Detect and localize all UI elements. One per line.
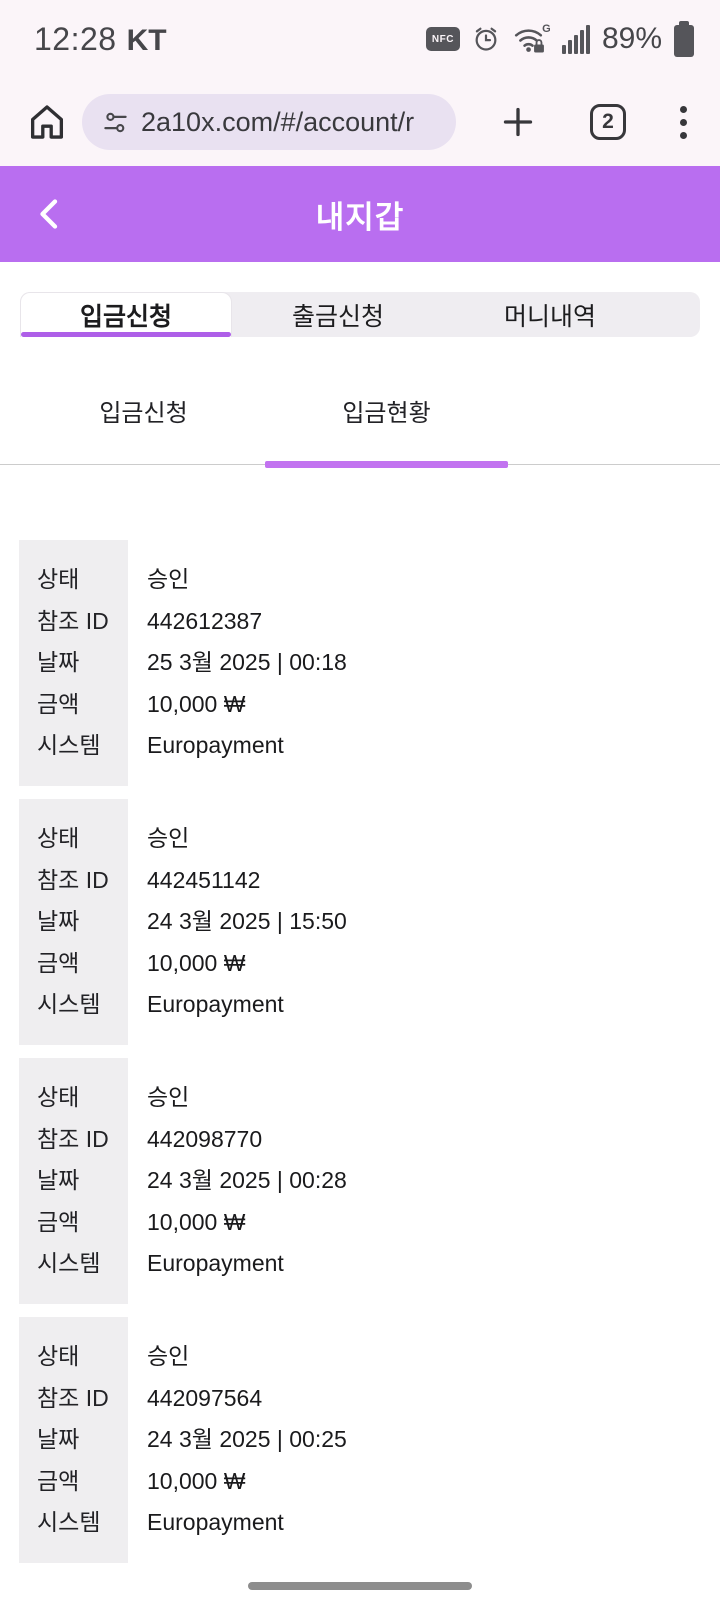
- field-label-amount: 금액: [37, 690, 80, 717]
- tab-money-history[interactable]: 머니내역: [503, 302, 596, 331]
- field-label-system: 시스템: [37, 1509, 101, 1536]
- field-label-reference: 참조 ID: [37, 1384, 109, 1411]
- status-left: 12:28 KT: [34, 21, 167, 58]
- battery-percent-label: 89%: [601, 22, 662, 55]
- url-bar[interactable]: 2a10x.com/#/account/r: [82, 94, 456, 150]
- value-system: Europayment: [147, 1250, 284, 1277]
- transaction-list: 상태 참조 ID 날짜 금액 시스템 승인 442612387 25 3월 20…: [0, 540, 720, 1563]
- value-amount: 10,000 ₩: [147, 1208, 246, 1235]
- card-value-column: 승인 442098770 24 3월 2025 | 00:28 10,000 ₩…: [128, 1058, 347, 1304]
- status-right: NFC G 89%: [425, 21, 694, 57]
- subtab-deposit-request[interactable]: 입금신청: [99, 400, 188, 427]
- card-value-column: 승인 442451142 24 3월 2025 | 15:50 10,000 ₩…: [128, 799, 347, 1045]
- transaction-card: 상태 참조 ID 날짜 금액 시스템 승인 442612387 25 3월 20…: [19, 540, 700, 786]
- card-label-column: 상태 참조 ID 날짜 금액 시스템: [19, 798, 128, 1045]
- value-system: Europayment: [147, 732, 284, 759]
- card-label-column: 상태 참조 ID 날짜 금액 시스템: [19, 1316, 128, 1563]
- field-label-date: 날짜: [37, 1426, 80, 1453]
- field-label-status: 상태: [37, 1342, 80, 1369]
- value-status: 승인: [147, 566, 190, 592]
- browser-toolbar: 2a10x.com/#/account/r 2: [0, 78, 720, 166]
- value-date: 24 3월 2025 | 00:25: [147, 1426, 347, 1453]
- field-label-amount: 금액: [37, 1467, 80, 1494]
- tab-switcher-button[interactable]: 2: [590, 104, 626, 140]
- tab-deposit-request[interactable]: 입금신청: [20, 292, 232, 337]
- value-amount: 10,000 ₩: [147, 949, 246, 976]
- tab-count: 2: [602, 110, 614, 133]
- value-reference-id: 442451142: [147, 866, 261, 893]
- subtab-deposit-status[interactable]: 입금현황: [265, 379, 508, 468]
- field-label-system: 시스템: [37, 1250, 101, 1277]
- transaction-card: 상태 참조 ID 날짜 금액 시스템 승인 442097564 24 3월 20…: [19, 1316, 700, 1563]
- sub-tab-bar: 입금신청 입금현황: [0, 379, 720, 468]
- signal-strength-icon: [561, 24, 590, 54]
- field-label-status: 상태: [37, 1083, 80, 1110]
- card-value-column: 승인 442612387 25 3월 2025 | 00:18 10,000 ₩…: [128, 540, 347, 786]
- field-label-amount: 금액: [37, 1208, 80, 1235]
- wallet-page: 입금신청 출금신청 머니내역 입금신청 입금현황 상태 참조 ID 날짜 금액 …: [0, 262, 720, 1600]
- field-label-date: 날짜: [37, 1167, 80, 1194]
- back-button[interactable]: [30, 194, 70, 234]
- battery-icon: [674, 21, 694, 57]
- value-status: 승인: [147, 824, 190, 851]
- card-value-column: 승인 442097564 24 3월 2025 | 00:25 10,000 ₩…: [128, 1317, 347, 1563]
- value-system: Europayment: [147, 991, 284, 1018]
- transaction-card: 상태 참조 ID 날짜 금액 시스템 승인 442098770 24 3월 20…: [19, 1057, 700, 1304]
- value-reference-id: 442097564: [147, 1384, 263, 1411]
- carrier-label: KT: [126, 23, 167, 57]
- field-label-date: 날짜: [37, 649, 80, 676]
- field-label-status: 상태: [37, 824, 80, 851]
- field-label-reference: 참조 ID: [37, 607, 109, 634]
- page-title: 내지갑: [315, 199, 405, 235]
- value-status: 승인: [147, 1083, 190, 1110]
- nfc-icon: NFC: [425, 27, 460, 51]
- card-label-column: 상태 참조 ID 날짜 금액 시스템: [19, 540, 128, 786]
- alarm-icon: [472, 25, 500, 53]
- value-amount: 10,000 ₩: [147, 1467, 246, 1494]
- transaction-card: 상태 참조 ID 날짜 금액 시스템 승인 442451142 24 3월 20…: [19, 798, 700, 1045]
- field-label-amount: 금액: [37, 949, 80, 976]
- value-reference-id: 442612387: [147, 607, 263, 634]
- gesture-navigation-handle[interactable]: [248, 1582, 472, 1590]
- wifi-secured-icon: G: [512, 23, 550, 55]
- wallet-header: 내지갑: [0, 166, 720, 262]
- value-system: Europayment: [147, 1509, 284, 1536]
- value-status: 승인: [147, 1342, 190, 1369]
- status-bar: 12:28 KT NFC G 8: [0, 0, 720, 78]
- value-date: 25 3월 2025 | 00:18: [147, 649, 347, 676]
- field-label-date: 날짜: [37, 908, 80, 935]
- field-label-reference: 참조 ID: [37, 1125, 109, 1152]
- network-type-badge: G: [542, 23, 550, 35]
- field-label-status: 상태: [37, 566, 80, 592]
- url-text: 2a10x.com/#/account/r: [141, 106, 415, 137]
- browser-menu-button[interactable]: [680, 105, 687, 139]
- field-label-reference: 참조 ID: [37, 866, 109, 893]
- field-label-system: 시스템: [37, 732, 101, 759]
- value-reference-id: 442098770: [147, 1125, 263, 1152]
- value-amount: 10,000 ₩: [147, 690, 246, 717]
- value-date: 24 3월 2025 | 00:28: [147, 1167, 347, 1194]
- tab-withdrawal-request[interactable]: 출금신청: [291, 302, 384, 331]
- value-date: 24 3월 2025 | 15:50: [147, 908, 347, 935]
- site-settings-icon[interactable]: [102, 109, 129, 136]
- home-button[interactable]: [26, 101, 68, 143]
- clock: 12:28: [34, 20, 117, 57]
- new-tab-button[interactable]: [498, 102, 538, 142]
- card-label-column: 상태 참조 ID 날짜 금액 시스템: [19, 1057, 128, 1304]
- main-tab-bar: 입금신청 출금신청 머니내역: [20, 292, 700, 337]
- field-label-system: 시스템: [37, 991, 101, 1018]
